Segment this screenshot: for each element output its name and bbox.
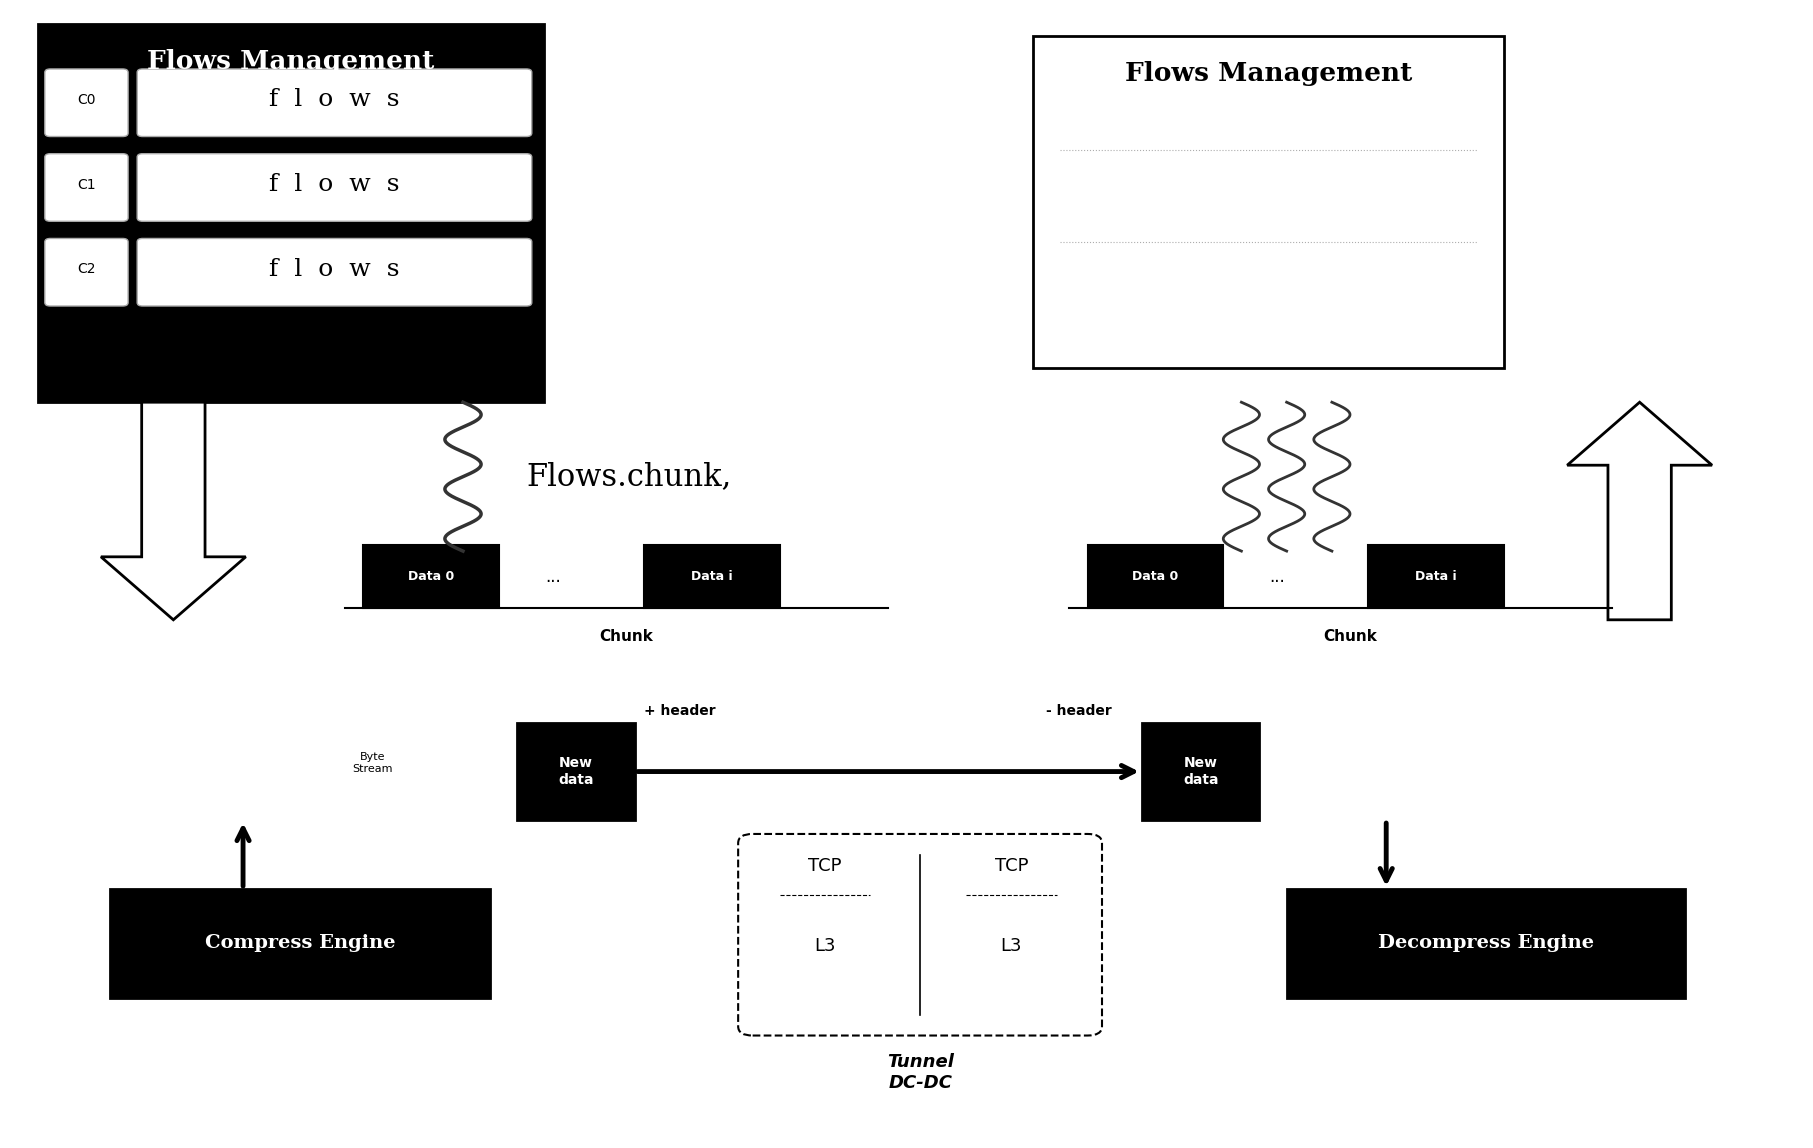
FancyBboxPatch shape xyxy=(1287,889,1684,998)
FancyBboxPatch shape xyxy=(644,545,780,608)
FancyBboxPatch shape xyxy=(738,833,1102,1035)
Text: Decompress Engine: Decompress Engine xyxy=(1378,934,1594,953)
FancyBboxPatch shape xyxy=(1369,545,1503,608)
Text: C1: C1 xyxy=(78,178,96,192)
FancyBboxPatch shape xyxy=(138,239,531,307)
Polygon shape xyxy=(1566,402,1711,620)
Text: f  l  o  w  s: f l o w s xyxy=(268,258,399,281)
Text: Chunk: Chunk xyxy=(1323,629,1376,644)
Text: Data 0: Data 0 xyxy=(1133,571,1178,583)
Text: L3: L3 xyxy=(1001,937,1023,955)
FancyBboxPatch shape xyxy=(1033,36,1503,367)
Text: Compress Engine: Compress Engine xyxy=(205,934,395,953)
FancyBboxPatch shape xyxy=(111,889,490,998)
Text: TCP: TCP xyxy=(809,858,841,875)
FancyBboxPatch shape xyxy=(38,24,544,402)
Polygon shape xyxy=(102,402,247,620)
Text: ...: ... xyxy=(546,568,562,585)
Text: ...: ... xyxy=(1269,568,1285,585)
FancyBboxPatch shape xyxy=(363,545,499,608)
Text: Flows Management: Flows Management xyxy=(147,49,435,75)
Text: New
data: New data xyxy=(558,757,595,786)
Text: Byte
Stream: Byte Stream xyxy=(352,752,393,774)
Text: f  l  o  w  s: f l o w s xyxy=(268,173,399,196)
FancyBboxPatch shape xyxy=(1142,723,1260,820)
Text: Flows.chunk,: Flows.chunk, xyxy=(526,461,732,492)
Text: Data i: Data i xyxy=(691,571,732,583)
FancyBboxPatch shape xyxy=(45,239,129,307)
Text: - header: - header xyxy=(1046,705,1111,719)
FancyBboxPatch shape xyxy=(45,69,129,137)
Text: C0: C0 xyxy=(78,93,96,107)
Text: Data 0: Data 0 xyxy=(408,571,455,583)
Text: TCP: TCP xyxy=(995,858,1028,875)
Text: Chunk: Chunk xyxy=(598,629,653,644)
Text: C2: C2 xyxy=(78,263,96,277)
FancyBboxPatch shape xyxy=(138,69,531,137)
Text: f  l  o  w  s: f l o w s xyxy=(268,88,399,111)
FancyBboxPatch shape xyxy=(1088,545,1224,608)
Text: Tunnel
DC-DC: Tunnel DC-DC xyxy=(888,1053,954,1092)
Text: L3: L3 xyxy=(814,937,836,955)
FancyBboxPatch shape xyxy=(45,154,129,222)
Text: Flows Management: Flows Management xyxy=(1124,61,1412,86)
FancyBboxPatch shape xyxy=(138,154,531,222)
FancyBboxPatch shape xyxy=(517,723,635,820)
Text: + header: + header xyxy=(644,705,716,719)
Text: Data i: Data i xyxy=(1416,571,1458,583)
Text: New
data: New data xyxy=(1182,757,1218,786)
